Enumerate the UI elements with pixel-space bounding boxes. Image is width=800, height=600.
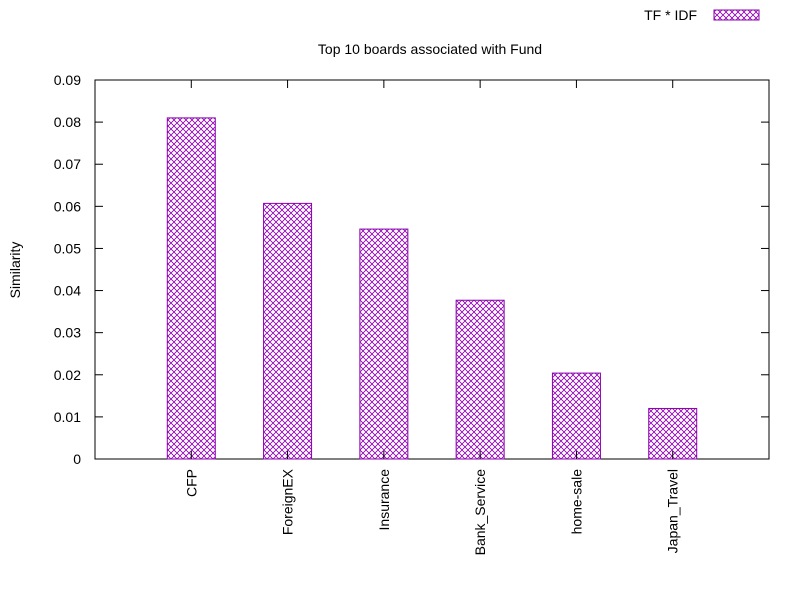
plot-frame bbox=[94, 79, 770, 460]
y-tick-label: 0.01 bbox=[54, 409, 81, 425]
y-tick-label: 0.09 bbox=[54, 72, 81, 88]
x-tick-label: Japan_Travel bbox=[665, 469, 681, 553]
y-tick-label: 0.07 bbox=[54, 156, 81, 172]
y-axis-label: Similarity bbox=[7, 242, 23, 299]
y-tick-label: 0.08 bbox=[54, 114, 81, 130]
bar-cfp bbox=[166, 117, 216, 460]
y-tick-label: 0 bbox=[73, 451, 81, 467]
x-tick-label: ForeignEX bbox=[280, 468, 296, 535]
y-axis-ticks: 0 0.01 0.02 0.03 0.04 0.05 0.06 0.07 0.08 0.09 bbox=[54, 72, 769, 467]
y-tick-label: 0.03 bbox=[54, 325, 81, 341]
bar-bank-service bbox=[455, 299, 505, 460]
x-axis-tick-labels: CFP ForeignEX Insurance Bank_Service home-sa… bbox=[183, 80, 681, 556]
x-tick-label: CFP bbox=[183, 469, 199, 497]
bar-foreignex bbox=[263, 202, 313, 460]
bar-japan-travel bbox=[648, 407, 698, 460]
x-tick-label: home-sale bbox=[568, 469, 584, 535]
x-tick-label: Insurance bbox=[376, 469, 392, 531]
y-tick-label: 0.02 bbox=[54, 367, 81, 383]
x-tick-label: Bank_Service bbox=[472, 469, 488, 556]
y-tick-label: 0.04 bbox=[54, 283, 81, 299]
bar-home-sale bbox=[551, 372, 601, 460]
y-tick-label: 0.05 bbox=[54, 240, 81, 256]
chart-title: Top 10 boards associated with Fund bbox=[318, 41, 542, 57]
bar-insurance bbox=[359, 228, 409, 460]
y-tick-label: 0.06 bbox=[54, 198, 81, 214]
legend-swatch bbox=[713, 9, 760, 21]
legend-label: TF * IDF bbox=[644, 7, 697, 23]
bars bbox=[166, 117, 698, 460]
